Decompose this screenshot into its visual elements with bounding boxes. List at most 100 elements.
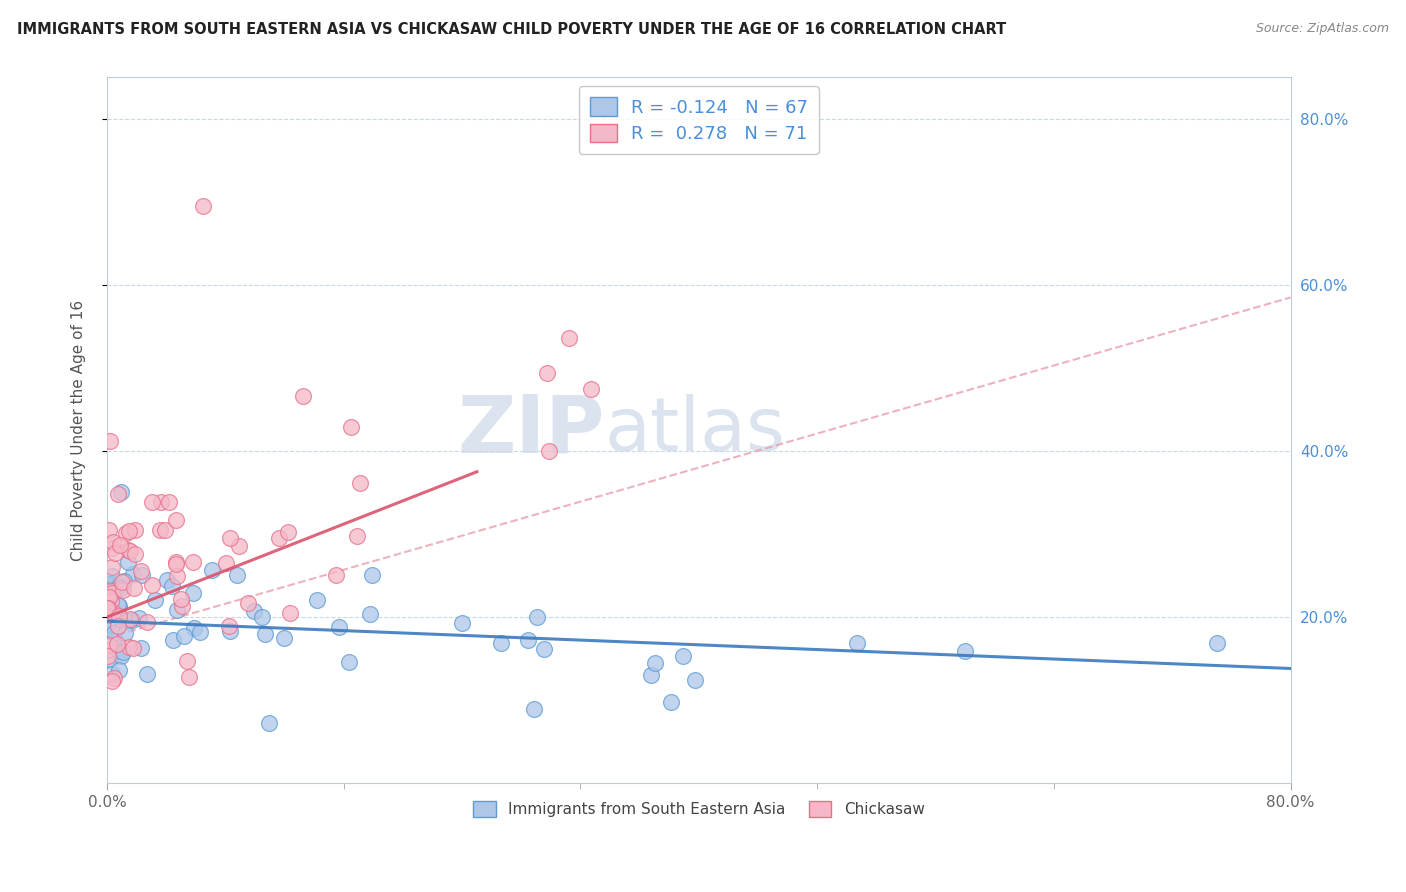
- Point: [118, 544, 141, 558]
- Point: [118, 612, 141, 626]
- Point: [107, 619, 129, 633]
- Point: [183, 621, 205, 635]
- Point: [117, 543, 139, 558]
- Point: [107, 487, 129, 501]
- Point: [226, 567, 249, 582]
- Point: [96, 600, 118, 615]
- Point: [219, 624, 242, 639]
- Point: [110, 581, 132, 595]
- Point: [173, 629, 195, 643]
- Point: [156, 574, 179, 588]
- Point: [201, 563, 224, 577]
- Point: [1205, 636, 1227, 650]
- Point: [537, 443, 560, 458]
- Text: atlas: atlas: [605, 393, 785, 467]
- Point: [218, 619, 240, 633]
- Point: [150, 495, 173, 509]
- Text: ZIP: ZIP: [457, 392, 605, 469]
- Point: [361, 568, 384, 582]
- Point: [254, 627, 277, 641]
- Point: [267, 531, 290, 545]
- Point: [111, 645, 134, 659]
- Point: [273, 631, 295, 645]
- Point: [100, 577, 122, 591]
- Point: [219, 531, 242, 545]
- Point: [450, 615, 472, 630]
- Point: [114, 625, 136, 640]
- Point: [215, 556, 238, 570]
- Point: [340, 420, 363, 434]
- Point: [97, 582, 120, 596]
- Point: [136, 615, 159, 629]
- Point: [141, 578, 163, 592]
- Point: [110, 649, 132, 664]
- Point: [108, 538, 131, 552]
- Point: [190, 625, 212, 640]
- Point: [103, 625, 125, 640]
- Point: [160, 579, 183, 593]
- Point: [114, 526, 136, 541]
- Point: [117, 555, 139, 569]
- Point: [143, 593, 166, 607]
- Point: [112, 574, 135, 589]
- Point: [277, 524, 299, 539]
- Point: [141, 495, 163, 509]
- Point: [181, 585, 204, 599]
- Point: [98, 590, 121, 604]
- Point: [149, 523, 172, 537]
- Point: [166, 568, 188, 582]
- Point: [96, 617, 118, 632]
- Point: [112, 582, 135, 597]
- Point: [536, 366, 558, 380]
- Legend: Immigrants from South Eastern Asia, Chickasaw: Immigrants from South Eastern Asia, Chic…: [465, 794, 932, 825]
- Point: [328, 620, 350, 634]
- Point: [170, 592, 193, 607]
- Point: [97, 576, 120, 591]
- Point: [557, 331, 579, 345]
- Point: [111, 574, 134, 589]
- Point: [97, 523, 120, 537]
- Point: [103, 605, 125, 619]
- Point: [166, 603, 188, 617]
- Point: [101, 541, 124, 555]
- Point: [243, 604, 266, 618]
- Point: [581, 382, 603, 396]
- Point: [100, 586, 122, 600]
- Point: [100, 673, 122, 688]
- Point: [162, 632, 184, 647]
- Point: [103, 633, 125, 648]
- Point: [489, 636, 512, 650]
- Point: [250, 609, 273, 624]
- Point: [129, 565, 152, 579]
- Point: [107, 599, 129, 614]
- Point: [105, 637, 128, 651]
- Point: [170, 599, 193, 614]
- Point: [101, 606, 124, 620]
- Point: [177, 670, 200, 684]
- Point: [97, 638, 120, 652]
- Point: [157, 495, 180, 509]
- Point: [533, 642, 555, 657]
- Text: Source: ZipAtlas.com: Source: ZipAtlas.com: [1256, 22, 1389, 36]
- Point: [325, 568, 347, 582]
- Point: [166, 555, 188, 569]
- Point: [124, 523, 146, 537]
- Point: [131, 568, 153, 582]
- Point: [100, 583, 122, 598]
- Point: [101, 569, 124, 583]
- Point: [129, 640, 152, 655]
- Point: [104, 546, 127, 560]
- Point: [122, 582, 145, 596]
- Text: IMMIGRANTS FROM SOUTH EASTERN ASIA VS CHICKASAW CHILD POVERTY UNDER THE AGE OF 1: IMMIGRANTS FROM SOUTH EASTERN ASIA VS CH…: [17, 22, 1007, 37]
- Point: [103, 671, 125, 685]
- Point: [97, 649, 120, 664]
- Point: [122, 566, 145, 581]
- Point: [953, 643, 976, 657]
- Point: [103, 534, 125, 549]
- Point: [118, 640, 141, 654]
- Point: [346, 528, 368, 542]
- Point: [176, 654, 198, 668]
- Point: [98, 652, 121, 666]
- Point: [97, 643, 120, 657]
- Point: [166, 513, 188, 527]
